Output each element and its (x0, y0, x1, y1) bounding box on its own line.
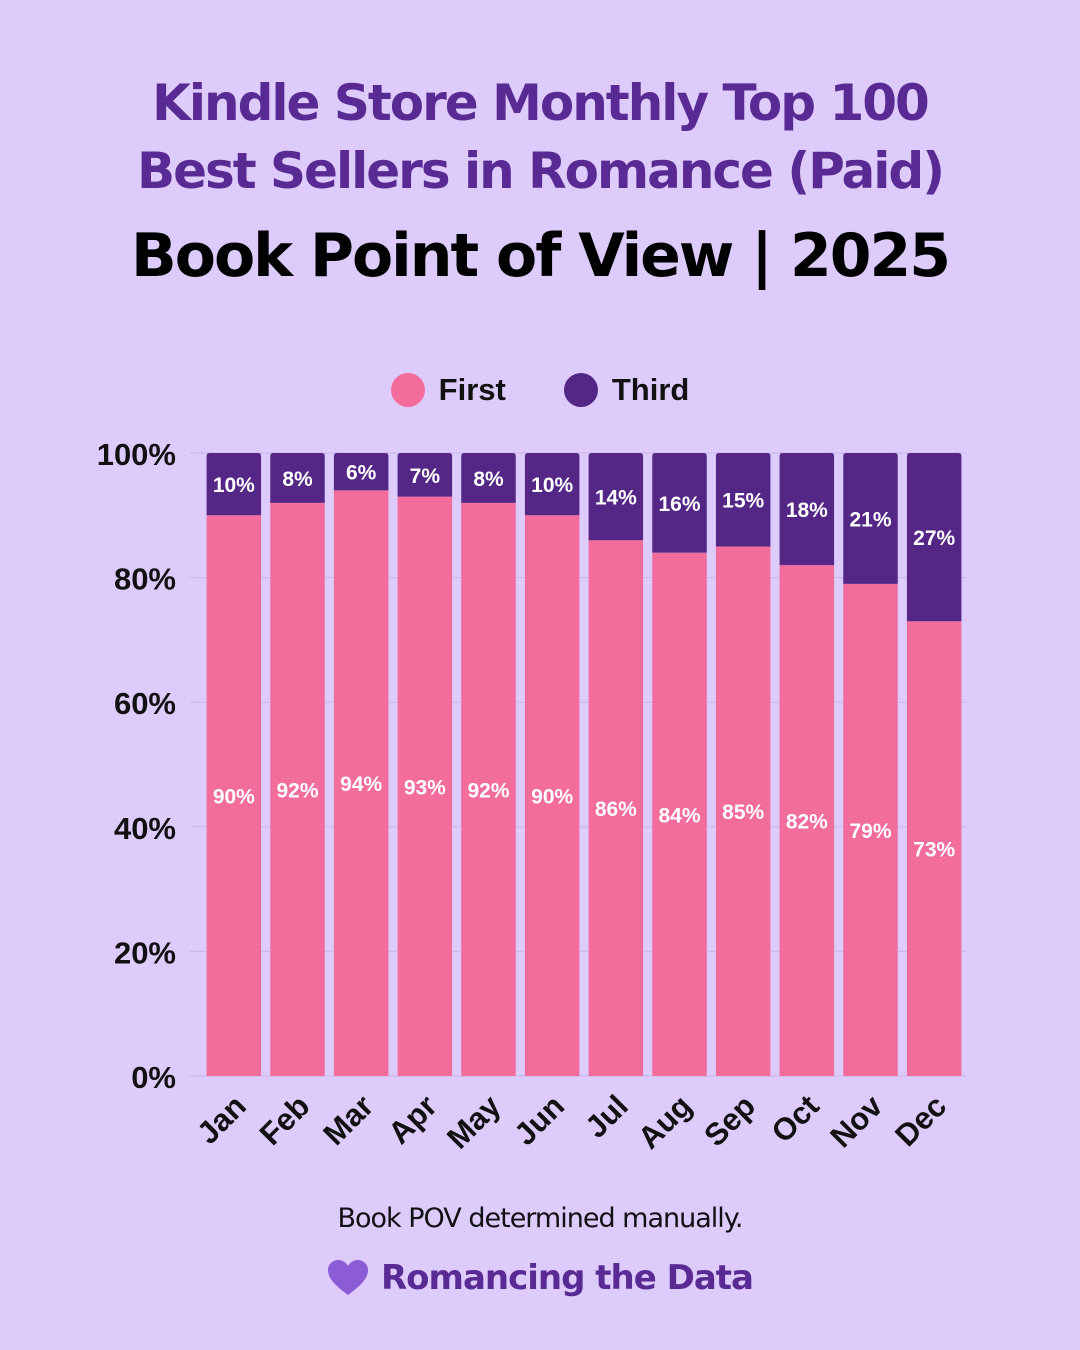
y-tick-label: 100% (97, 437, 176, 472)
bar-third (715, 453, 771, 547)
data-label-third: 14% (595, 487, 637, 510)
chart-title-line-2: Best Sellers in Romance (Paid) (136, 142, 945, 200)
data-label-third: 8% (473, 468, 504, 491)
legend-label-first: First (438, 372, 506, 407)
data-label-first: 90% (213, 786, 255, 809)
data-label-first: 82% (786, 811, 828, 834)
y-tick-label: 60% (114, 686, 176, 721)
x-tick-label: Mar (316, 1088, 380, 1152)
chart-legend: First Third (0, 372, 1080, 408)
x-tick-label: Feb (253, 1088, 317, 1152)
bar-third (461, 453, 516, 503)
bar-first (333, 490, 389, 1076)
data-label-first: 86% (595, 798, 637, 821)
x-tick-label: Jun (507, 1088, 571, 1152)
bar-first (779, 565, 835, 1076)
data-label-third: 27% (913, 527, 955, 550)
data-label-third: 18% (786, 499, 828, 522)
bar-first (461, 502, 516, 1077)
x-tick-label: May (440, 1088, 508, 1156)
y-tick-label: 40% (114, 811, 176, 846)
bar-third (779, 453, 835, 566)
data-label-third: 7% (410, 465, 441, 488)
data-label-third: 10% (531, 474, 573, 497)
data-label-first: 92% (467, 779, 509, 802)
bar-third (270, 453, 325, 503)
x-tick-label: Dec (888, 1088, 953, 1153)
data-label-third: 21% (849, 508, 891, 531)
x-tick-label: Apr (381, 1088, 444, 1151)
data-label-third: 15% (722, 490, 764, 513)
bar-third (524, 453, 580, 516)
footnote: Book POV determined manually. (337, 1203, 743, 1234)
heart-icon (327, 1260, 368, 1295)
data-label-first: 79% (849, 820, 891, 843)
bar-third (397, 453, 453, 497)
brand-name: Romancing the Data (380, 1258, 754, 1298)
data-label-third: 8% (282, 468, 313, 491)
x-tick-label: Aug (631, 1088, 698, 1155)
legend-swatch-first (390, 373, 425, 407)
bar-first (906, 621, 962, 1076)
bar-third (206, 453, 262, 516)
x-tick-label: Jul (578, 1088, 634, 1144)
bar-third (843, 453, 898, 584)
legend-item-first: First (390, 372, 506, 408)
data-label-first: 84% (658, 804, 700, 827)
bar-first (588, 540, 644, 1076)
legend-item-third: Third (563, 372, 690, 408)
data-label-first: 85% (722, 801, 764, 824)
bar-third (652, 453, 707, 553)
x-tick-label: Sep (697, 1088, 762, 1153)
x-tick-label: Jan (190, 1088, 253, 1151)
bar-first (843, 583, 898, 1076)
data-label-first: 93% (404, 776, 446, 799)
data-label-first: 90% (531, 786, 573, 809)
data-label-first: 73% (913, 839, 955, 862)
chart-title-line-1: Kindle Store Monthly Top 100 (152, 74, 930, 132)
y-tick-label: 20% (114, 935, 176, 970)
bar-first (270, 502, 325, 1077)
data-label-first: 92% (276, 779, 318, 802)
x-tick-label: Nov (823, 1088, 890, 1155)
bar-first (206, 515, 262, 1076)
data-label-first: 94% (340, 773, 382, 796)
data-label-third: 10% (213, 474, 255, 497)
data-label-third: 16% (658, 493, 700, 516)
data-label-third: 6% (346, 462, 377, 485)
bar-first (652, 552, 707, 1076)
bar-third (333, 453, 389, 491)
chart-subtitle: Book Point of View | 2025 (131, 221, 951, 291)
bar-first (524, 515, 580, 1076)
y-tick-label: 0% (131, 1060, 176, 1095)
legend-label-third: Third (611, 372, 690, 407)
bar-first (397, 496, 453, 1076)
legend-swatch-third (563, 373, 598, 407)
brand: Romancing the Data (0, 1258, 1080, 1298)
x-tick-label: Oct (764, 1088, 825, 1149)
bar-third (906, 453, 962, 622)
bar-first (715, 546, 771, 1076)
y-tick-label: 80% (114, 562, 176, 597)
bar-third (588, 453, 644, 541)
